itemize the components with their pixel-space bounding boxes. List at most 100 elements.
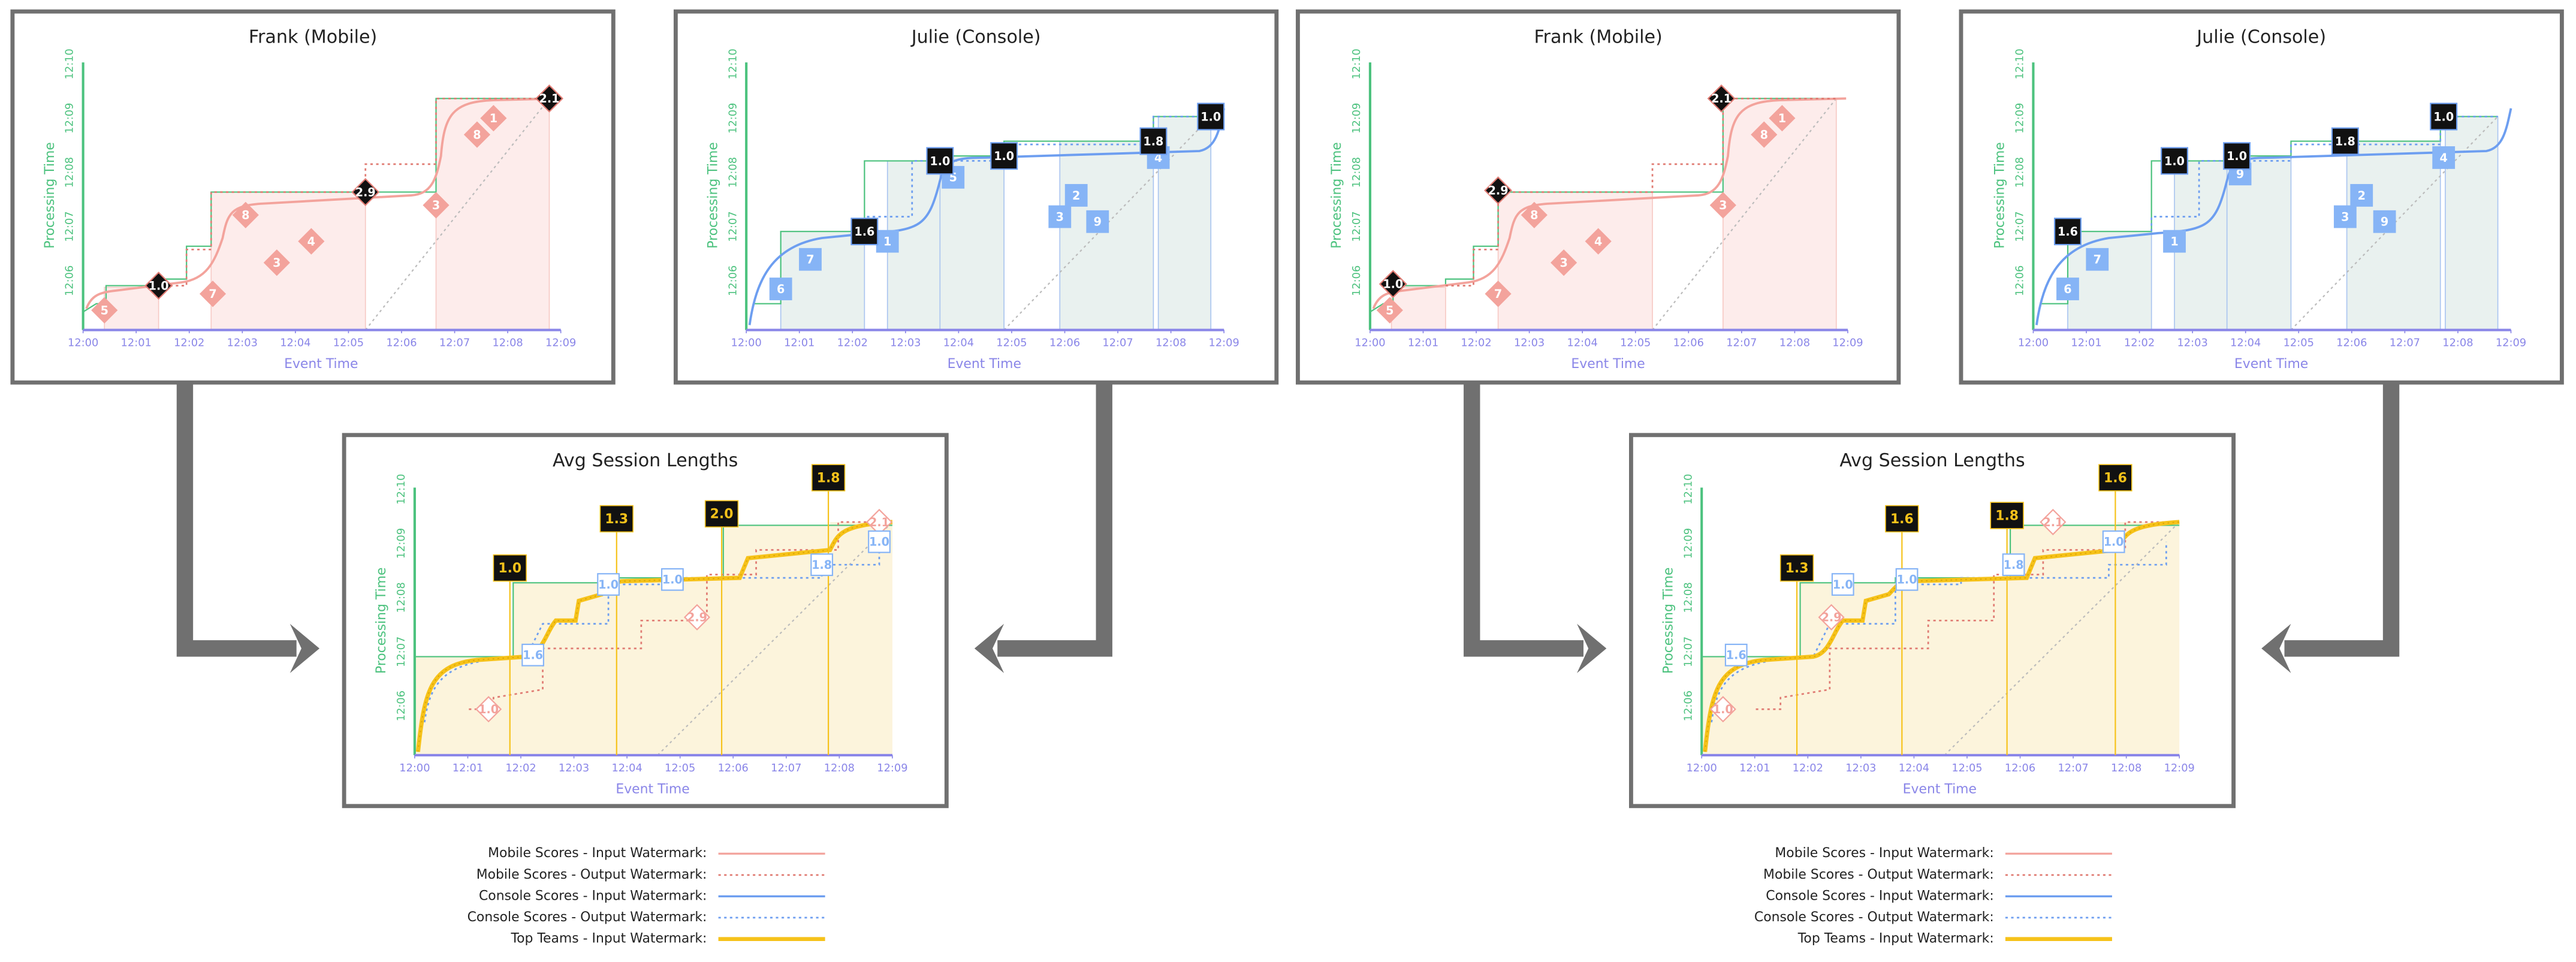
badge-diamond (480, 105, 507, 132)
plot-line (158, 97, 550, 287)
y-tick-label: 12:09 (726, 103, 739, 134)
badge-square (2432, 146, 2456, 169)
callout-box (599, 505, 634, 533)
badge-square (1064, 184, 1088, 207)
badge-square (769, 278, 792, 300)
x-tick-label: 12:01 (784, 336, 815, 349)
x-tick-label: 12:01 (1739, 762, 1770, 774)
panel-title: Julie (Console) (2195, 26, 2326, 47)
legend-label: Top Teams - Input Watermark: (1797, 931, 1994, 946)
x-tick-label: 12:08 (2111, 762, 2141, 774)
badge-diamond (1484, 176, 1513, 205)
badge-diamond (1521, 201, 1548, 228)
x-tick-label: 12:06 (718, 762, 749, 774)
x-tick-label: 12:03 (890, 336, 921, 349)
badge-diamond (1751, 121, 1778, 148)
x-tick-label: 12:01 (453, 762, 483, 774)
badge-label: 2.1 (539, 92, 560, 105)
badge-label: 1.0 (930, 154, 950, 168)
x-tick-label: 12:09 (2164, 762, 2195, 774)
badge-label: 3 (432, 198, 440, 212)
y-tick-label: 12:09 (1682, 528, 1694, 559)
y-axis-title: Processing Time (1661, 568, 1676, 674)
badge-square (2002, 553, 2025, 577)
badge-label: 1.8 (2004, 558, 2024, 572)
legend-label: Console Scores - Output Watermark: (1754, 910, 1994, 925)
plot-line (1445, 97, 1836, 287)
badge-label: 1.0 (598, 578, 619, 592)
badge-label: 1.0 (1383, 278, 1403, 291)
y-tick-label: 12:10 (1682, 474, 1694, 505)
x-tick-label: 12:04 (1567, 336, 1598, 349)
x-tick-label: 12:08 (2442, 336, 2473, 349)
badge-label: 4 (1594, 234, 1602, 248)
x-axis-title: Event Time (1571, 357, 1645, 372)
badge-label: 1.6 (2058, 225, 2078, 239)
badge-square (1139, 127, 1168, 155)
plot: 12:00 12:01 12:02 12:03 12:04 12:05 12:06 12:07… (374, 464, 908, 797)
badge-label: 2 (1072, 189, 1080, 203)
badge-label: 1 (1778, 111, 1786, 125)
badge-square (2163, 230, 2186, 253)
y-tick-label: 12:08 (726, 157, 739, 188)
y-tick-label: 12:09 (2014, 103, 2026, 134)
badge-label: 2.1 (869, 515, 889, 529)
badge-label: 4 (307, 234, 315, 248)
badge-square (1831, 573, 1854, 596)
y-tick-label: 12:10 (64, 49, 76, 79)
x-tick-label: 12:09 (1832, 336, 1863, 349)
callout-box (493, 554, 527, 582)
y-tick-label: 12:07 (395, 637, 408, 667)
badge-square (926, 147, 954, 175)
y-tick-label: 12:08 (395, 582, 408, 613)
badge-label: 1.0 (994, 149, 1014, 163)
badge-diamond (199, 281, 227, 307)
arrow (1464, 384, 1584, 657)
x-tick-label: 12:09 (1209, 336, 1239, 349)
badge-label: 1.0 (1833, 578, 1853, 592)
x-tick-label: 12:07 (439, 336, 470, 349)
x-tick-label: 12:04 (2230, 336, 2261, 349)
y-axis-title: Processing Time (1329, 142, 1344, 249)
badge-label: 8 (242, 209, 249, 222)
badge-square (1724, 643, 1748, 667)
y-tick-label: 12:06 (2014, 266, 2026, 296)
arrowhead (2261, 623, 2291, 673)
plot-line (1702, 524, 2180, 658)
badge-square (2053, 218, 2082, 246)
x-tick-label: 12:07 (2058, 762, 2088, 774)
badge-label: 1.6 (1726, 649, 1747, 662)
y-tick-label: 12:09 (395, 528, 408, 559)
badge-diamond (351, 177, 380, 206)
x-tick-label: 12:03 (1514, 336, 1545, 349)
panel-title: Frank (Mobile) (249, 26, 377, 47)
plot-line (1372, 97, 1847, 309)
badge-square (2056, 278, 2079, 300)
badge-diamond (298, 228, 325, 255)
y-tick-label: 12:08 (2014, 157, 2026, 188)
y-tick-label: 12:06 (64, 266, 76, 296)
plot-line (417, 521, 892, 752)
badge-diamond (463, 121, 491, 148)
x-tick-label: 12:08 (1156, 336, 1186, 349)
x-tick-label: 12:08 (1779, 336, 1810, 349)
badge-label: 1 (2170, 234, 2178, 248)
x-axis-title: Event Time (2234, 357, 2308, 372)
badge-label: 1.8 (812, 558, 832, 572)
badge-square (661, 568, 684, 591)
x-tick-label: 12:07 (1726, 336, 1757, 349)
x-tick-label: 12:00 (1355, 336, 1385, 349)
y-tick-label: 12:07 (64, 211, 76, 242)
badge-square (2333, 205, 2357, 228)
badge-label: 3 (273, 256, 280, 270)
plot-line (1702, 521, 2180, 755)
x-tick-label: 12:00 (68, 336, 98, 349)
x-tick-label: 12:06 (2336, 336, 2367, 349)
x-tick-label: 12:00 (399, 762, 430, 774)
badge-label: 2.9 (355, 185, 376, 199)
panel-title: Julie (Console) (910, 26, 1041, 47)
callout-box (704, 500, 739, 528)
x-tick-label: 12:09 (877, 762, 907, 774)
arrow (176, 384, 297, 657)
